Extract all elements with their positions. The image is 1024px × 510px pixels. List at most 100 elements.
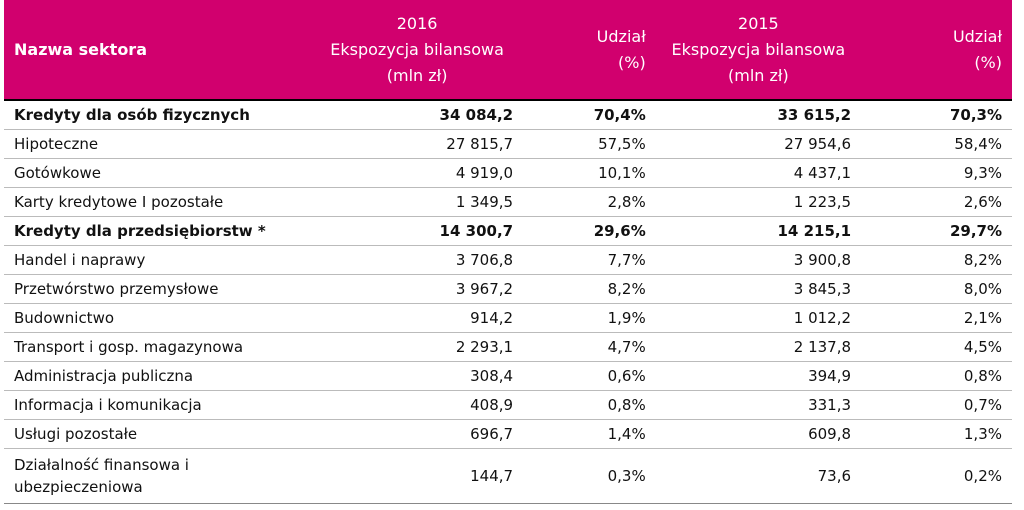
- column-header: Udział (%): [861, 0, 1012, 101]
- column-header: Udział (%): [523, 0, 656, 101]
- value-cell: 1,4%: [523, 419, 656, 449]
- value-cell: 9,3%: [861, 158, 1012, 188]
- value-cell: 3 967,2: [311, 274, 524, 304]
- column-header: 2015 Ekspozycja bilansowa (mln zł): [655, 0, 862, 101]
- sector-label: Transport i gosp. magazynowa: [14, 338, 244, 356]
- header-line: (%): [618, 52, 646, 72]
- value-cell: 29,7%: [861, 216, 1012, 246]
- table-row: Karty kredytowe I pozostałe 1 349,5 2,8% 1 …: [4, 187, 1012, 217]
- value-cell: 394,9: [655, 361, 862, 391]
- sector-name: Gotówkowe: [4, 158, 312, 188]
- table-row: Transport i gosp. magazynowa 2 293,1 4,7% 2…: [4, 332, 1012, 362]
- sector-label: Administracja publiczna: [14, 367, 194, 385]
- value-cell: 14 300,7: [311, 216, 524, 246]
- value-cell: 609,8: [655, 419, 862, 449]
- value-cell: 144,7: [311, 448, 524, 504]
- column-header: 2016 Ekspozycja bilansowa (mln zł): [311, 0, 524, 101]
- value-cell: 4,5%: [861, 332, 1012, 362]
- value-cell: 1,9%: [523, 303, 656, 333]
- value-cell: 7,7%: [523, 245, 656, 275]
- sector-label: Przetwórstwo przemysłowe: [14, 280, 219, 298]
- value-cell: 1,3%: [861, 419, 1012, 449]
- value-cell: 308,4: [311, 361, 524, 391]
- sector-name: Informacja i komunikacja: [4, 390, 312, 420]
- value-cell: 0,3%: [523, 448, 656, 504]
- sector-label: Karty kredytowe I pozostałe: [14, 193, 224, 211]
- sector-label: Hipoteczne: [14, 135, 99, 153]
- value-cell: 3 900,8: [655, 245, 862, 275]
- sector-name: Przetwórstwo przemysłowe: [4, 274, 312, 304]
- value-cell: 2,1%: [861, 303, 1012, 333]
- sector-name: Administracja publiczna: [4, 361, 312, 391]
- table-row: Przetwórstwo przemysłowe 3 967,2 8,2% 3 845…: [4, 274, 1012, 304]
- table-row: Handel i naprawy 3 706,8 7,7% 3 900,8 8,2%: [4, 245, 1012, 275]
- sector-label: Działalność finansowa i ubezpieczeniowa: [14, 456, 189, 496]
- header-line: Udział: [596, 26, 646, 46]
- header-line: Udział: [952, 26, 1002, 46]
- value-cell: 57,5%: [523, 129, 656, 159]
- sector-name: Handel i naprawy: [4, 245, 312, 275]
- table-row: Usługi pozostałe 696,7 1,4% 609,8 1,3%: [4, 419, 1012, 449]
- value-cell: 29,6%: [523, 216, 656, 246]
- sector-name: Karty kredytowe I pozostałe: [4, 187, 312, 217]
- table-row: Hipoteczne 27 815,7 57,5% 27 954,6 58,4%: [4, 129, 1012, 159]
- value-cell: 408,9: [311, 390, 524, 420]
- value-cell: 73,6: [655, 448, 862, 504]
- value-cell: 27 815,7: [311, 129, 524, 159]
- header-line: Nazwa sektora: [14, 39, 147, 59]
- value-cell: 58,4%: [861, 129, 1012, 159]
- value-cell: 27 954,6: [655, 129, 862, 159]
- table-row: Kredyty dla osób fizycznych 34 084,2 70,4%…: [4, 100, 1012, 130]
- value-cell: 0,8%: [861, 361, 1012, 391]
- sector-label: Handel i naprawy: [14, 251, 146, 269]
- value-cell: 3 706,8: [311, 245, 524, 275]
- header-line: 2015: [738, 13, 779, 33]
- value-cell: 70,3%: [861, 100, 1012, 130]
- sector-name: Kredyty dla przedsiębiorstw *: [4, 216, 312, 246]
- value-cell: 2,6%: [861, 187, 1012, 217]
- value-cell: 696,7: [311, 419, 524, 449]
- header-line: Ekspozycja bilansowa: [671, 39, 846, 59]
- header-line: Ekspozycja bilansowa: [330, 39, 504, 59]
- value-cell: 3 845,3: [655, 274, 862, 304]
- value-cell: 2,8%: [523, 187, 656, 217]
- value-cell: 331,3: [655, 390, 862, 420]
- sector-label: Usługi pozostałe: [14, 425, 138, 443]
- sector-label: Kredyty dla osób fizycznych: [14, 106, 250, 124]
- value-cell: 0,2%: [861, 448, 1012, 504]
- sector-name: Transport i gosp. magazynowa: [4, 332, 312, 362]
- sector-table: Nazwa sektora 2016 Ekspozycja bilansowa (ml…: [4, 0, 1012, 504]
- header-line: (mln zł): [728, 65, 789, 85]
- table-row: Informacja i komunikacja 408,9 0,8% 331,3 0,…: [4, 390, 1012, 420]
- table-row: Administracja publiczna 308,4 0,6% 394,9 0,8…: [4, 361, 1012, 391]
- sector-name: Działalność finansowa i ubezpieczeniowa: [4, 448, 312, 504]
- value-cell: 34 084,2: [311, 100, 524, 130]
- value-cell: 0,6%: [523, 361, 656, 391]
- table-header: Nazwa sektora 2016 Ekspozycja bilansowa (ml…: [4, 0, 1012, 101]
- value-cell: 1 223,5: [655, 187, 862, 217]
- value-cell: 33 615,2: [655, 100, 862, 130]
- value-cell: 4,7%: [523, 332, 656, 362]
- value-cell: 8,0%: [861, 274, 1012, 304]
- table-row: Gotówkowe 4 919,0 10,1% 4 437,1 9,3%: [4, 158, 1012, 188]
- value-cell: 8,2%: [523, 274, 656, 304]
- sector-name: Usługi pozostałe: [4, 419, 312, 449]
- sector-label: Budownictwo: [14, 309, 115, 327]
- value-cell: 10,1%: [523, 158, 656, 188]
- value-cell: 8,2%: [861, 245, 1012, 275]
- value-cell: 0,7%: [861, 390, 1012, 420]
- sector-name: Kredyty dla osób fizycznych: [4, 100, 312, 130]
- value-cell: 14 215,1: [655, 216, 862, 246]
- value-cell: 70,4%: [523, 100, 656, 130]
- table-body: Kredyty dla osób fizycznych 34 084,2 70,4%…: [4, 100, 1012, 504]
- table-row: Kredyty dla przedsiębiorstw * 14 300,7 29,…: [4, 216, 1012, 246]
- value-cell: 4 437,1: [655, 158, 862, 188]
- header-line: 2016: [396, 13, 438, 33]
- value-cell: 0,8%: [523, 390, 656, 420]
- value-cell: 2 293,1: [311, 332, 524, 362]
- sector-label: Informacja i komunikacja: [14, 396, 202, 414]
- header-line: (%): [974, 52, 1002, 72]
- sector-name: Budownictwo: [4, 303, 312, 333]
- sector-label: Kredyty dla przedsiębiorstw *: [14, 222, 266, 240]
- value-cell: 1 012,2: [655, 303, 862, 333]
